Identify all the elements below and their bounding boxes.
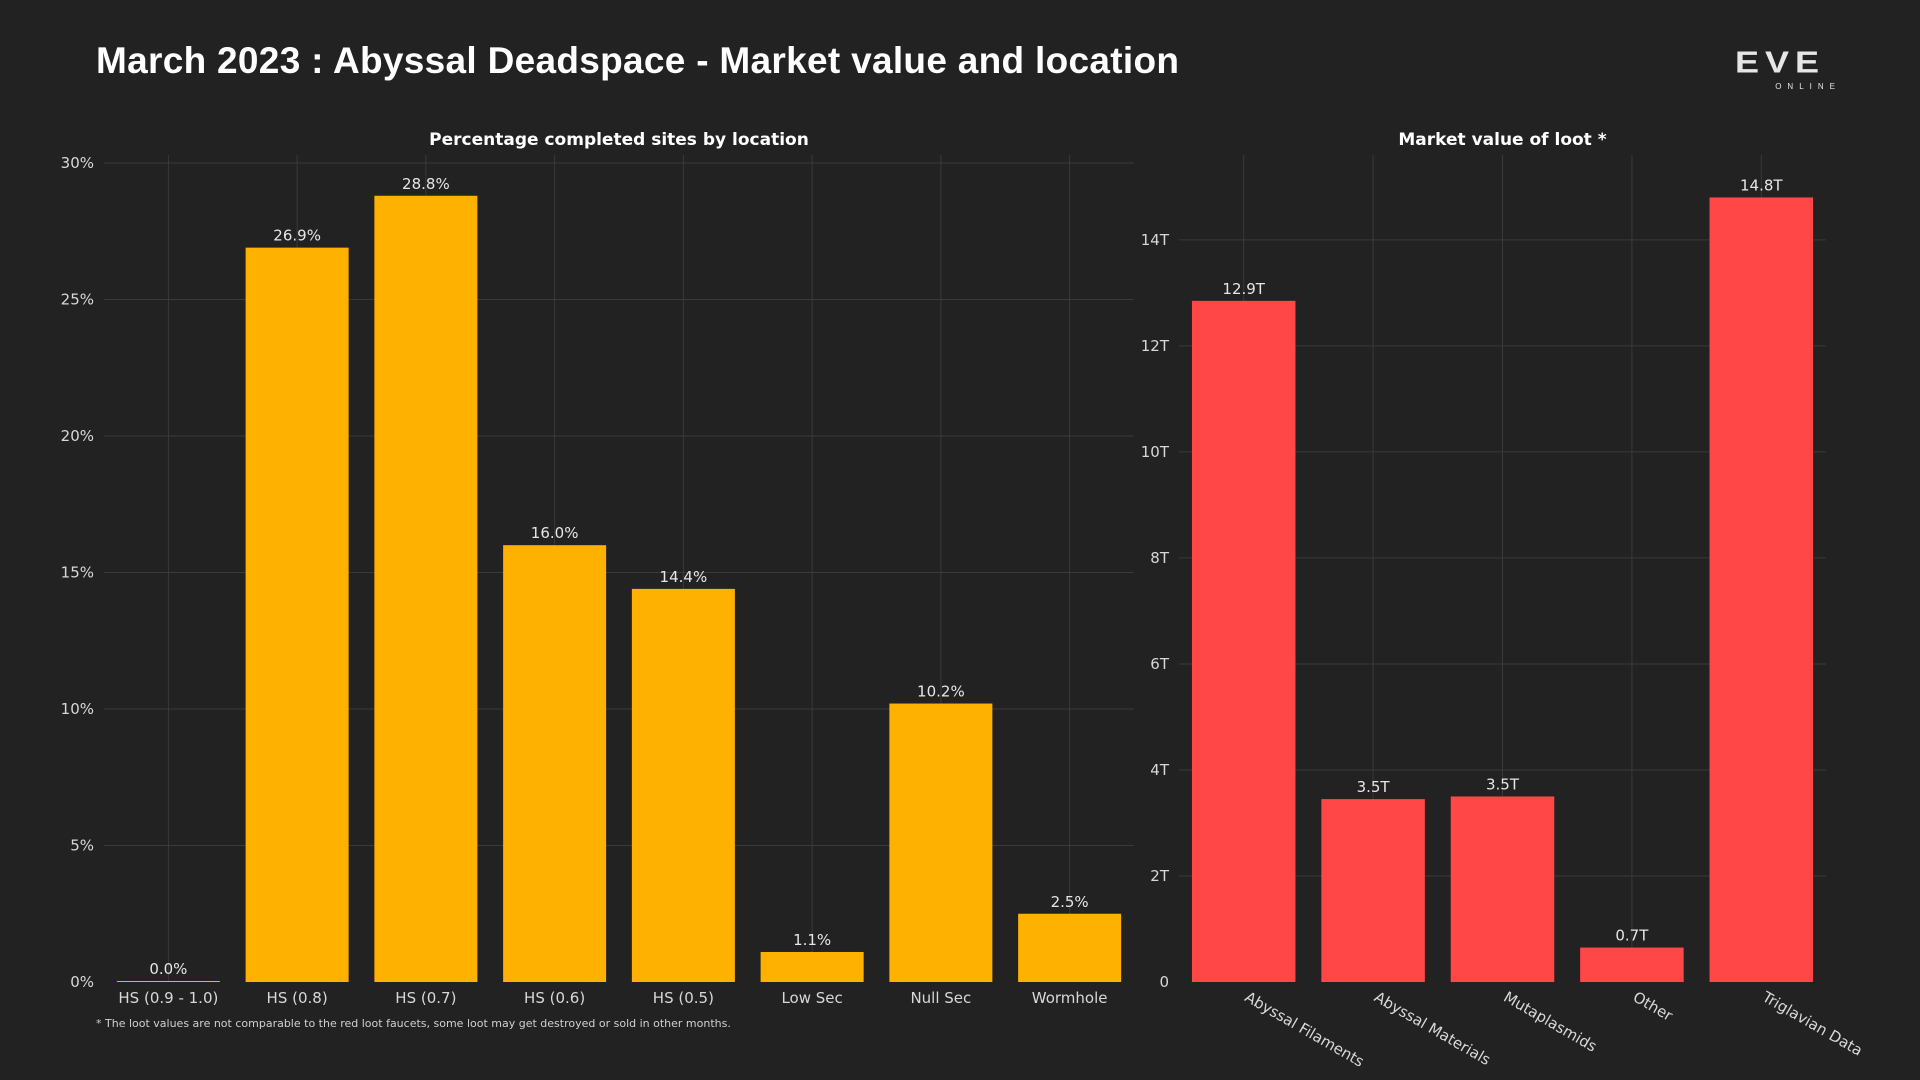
logo-wordmark: EVE	[1735, 44, 1826, 80]
data-label: 28.8%	[402, 175, 450, 193]
data-label: 3.5T	[1486, 775, 1520, 793]
x-tick-label: Other	[1630, 988, 1677, 1025]
bar	[1321, 799, 1425, 982]
y-tick-label: 14T	[1141, 231, 1170, 249]
y-tick-label: 10T	[1141, 443, 1170, 461]
bar	[889, 703, 993, 982]
data-label: 14.4%	[660, 568, 708, 586]
y-tick-label: 12T	[1141, 337, 1170, 355]
bar	[1709, 197, 1814, 983]
x-tick-label: HS (0.7)	[395, 989, 456, 1007]
loot-chart-title: Market value of loot *	[1398, 130, 1607, 150]
y-tick-label: 2T	[1150, 867, 1170, 885]
data-label: 2.5%	[1051, 893, 1089, 911]
data-label: 16.0%	[531, 524, 579, 542]
location-chart-title: Percentage completed sites by location	[429, 130, 809, 150]
y-tick-label: 4T	[1150, 761, 1170, 779]
data-label: 1.1%	[793, 931, 831, 949]
data-label: 14.8T	[1740, 176, 1783, 194]
y-tick-label: 30%	[61, 154, 94, 172]
data-label: 10.2%	[917, 683, 965, 701]
bar	[116, 981, 220, 982]
bar	[1018, 913, 1122, 982]
bar	[503, 545, 607, 982]
data-label: 12.9T	[1222, 280, 1265, 298]
x-tick-label: Abyssal Materials	[1371, 988, 1494, 1069]
x-tick-label: Mutaplasmids	[1501, 988, 1601, 1056]
x-tick-label: Low Sec	[781, 989, 842, 1007]
y-tick-label: 10%	[61, 700, 94, 718]
bar	[374, 195, 478, 982]
y-tick-label: 25%	[61, 291, 94, 309]
data-label: 0.7T	[1615, 927, 1649, 945]
bar	[245, 247, 349, 982]
page-title: March 2023 : Abyssal Deadspace - Market …	[96, 40, 1180, 81]
y-tick-label: 5%	[70, 837, 94, 855]
x-tick-label: HS (0.5)	[653, 989, 714, 1007]
eve-online-logo: EVE ONLINE	[1735, 44, 1847, 96]
bar	[1191, 300, 1296, 982]
bar	[1450, 796, 1555, 982]
x-tick-label: HS (0.9 - 1.0)	[118, 989, 218, 1007]
x-tick-label: HS (0.8)	[267, 989, 328, 1007]
y-tick-label: 8T	[1150, 549, 1170, 567]
footnote: * The loot values are not comparable to …	[96, 1017, 731, 1030]
x-tick-label: HS (0.6)	[524, 989, 585, 1007]
bar	[631, 588, 735, 982]
x-tick-label: Wormhole	[1032, 989, 1108, 1007]
y-tick-label: 0%	[70, 973, 94, 991]
logo-subtext: ONLINE	[1775, 82, 1841, 91]
y-tick-label: 6T	[1150, 655, 1170, 673]
x-tick-label: Abyssal Filaments	[1242, 988, 1368, 1071]
y-tick-label: 0	[1159, 973, 1169, 991]
y-tick-label: 20%	[61, 427, 94, 445]
y-tick-label: 15%	[61, 564, 94, 582]
x-tick-label: Null Sec	[910, 989, 971, 1007]
data-label: 0.0%	[149, 960, 187, 978]
x-tick-label: Triglavian Data	[1758, 987, 1865, 1059]
data-label: 3.5T	[1357, 778, 1391, 796]
bar	[760, 951, 864, 982]
bar	[1580, 947, 1684, 982]
data-label: 26.9%	[273, 227, 321, 245]
